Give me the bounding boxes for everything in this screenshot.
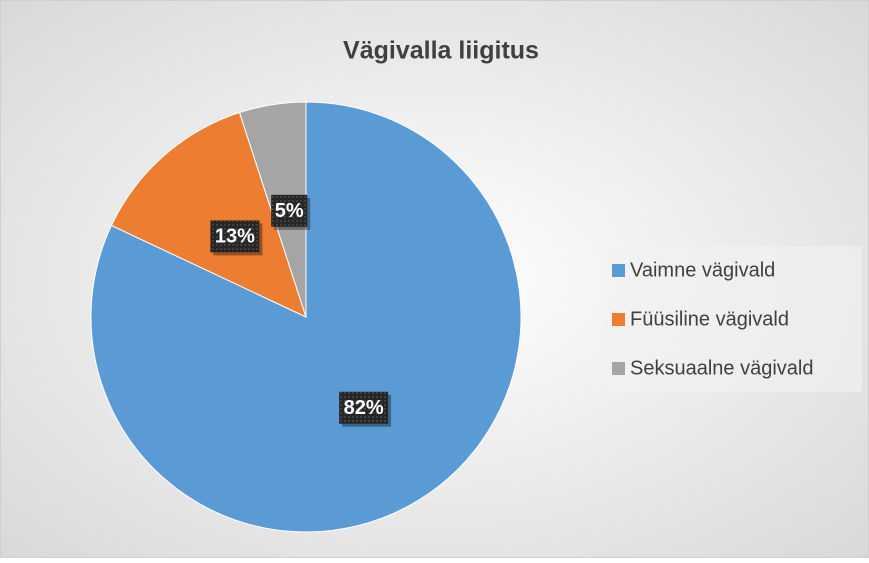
legend-box [604, 246, 862, 392]
data-label: 82% [344, 397, 384, 419]
legend: Vaimne vägivald Füüsiline vägivald Seksuaa… [604, 246, 862, 392]
pie-slice [110, 111, 307, 318]
pie-slice [90, 101, 522, 533]
legend-swatch [612, 362, 625, 375]
legend-label: Vaimne vägivald [630, 259, 775, 281]
data-label-box [271, 194, 308, 227]
data-label-box [339, 391, 389, 424]
data-label: 13% [215, 226, 255, 248]
chart-title: Vägivalla liigitus [343, 37, 539, 65]
data-label-box [210, 220, 260, 253]
legend-swatch [612, 264, 625, 277]
pie [90, 101, 522, 533]
legend-label: Füüsiline vägivald [630, 308, 789, 330]
data-label: 5% [275, 200, 304, 222]
data-labels: 82% 13% 5% [210, 194, 392, 427]
legend-label: Seksuaalne vägivald [630, 357, 813, 379]
legend-swatch [612, 313, 625, 326]
